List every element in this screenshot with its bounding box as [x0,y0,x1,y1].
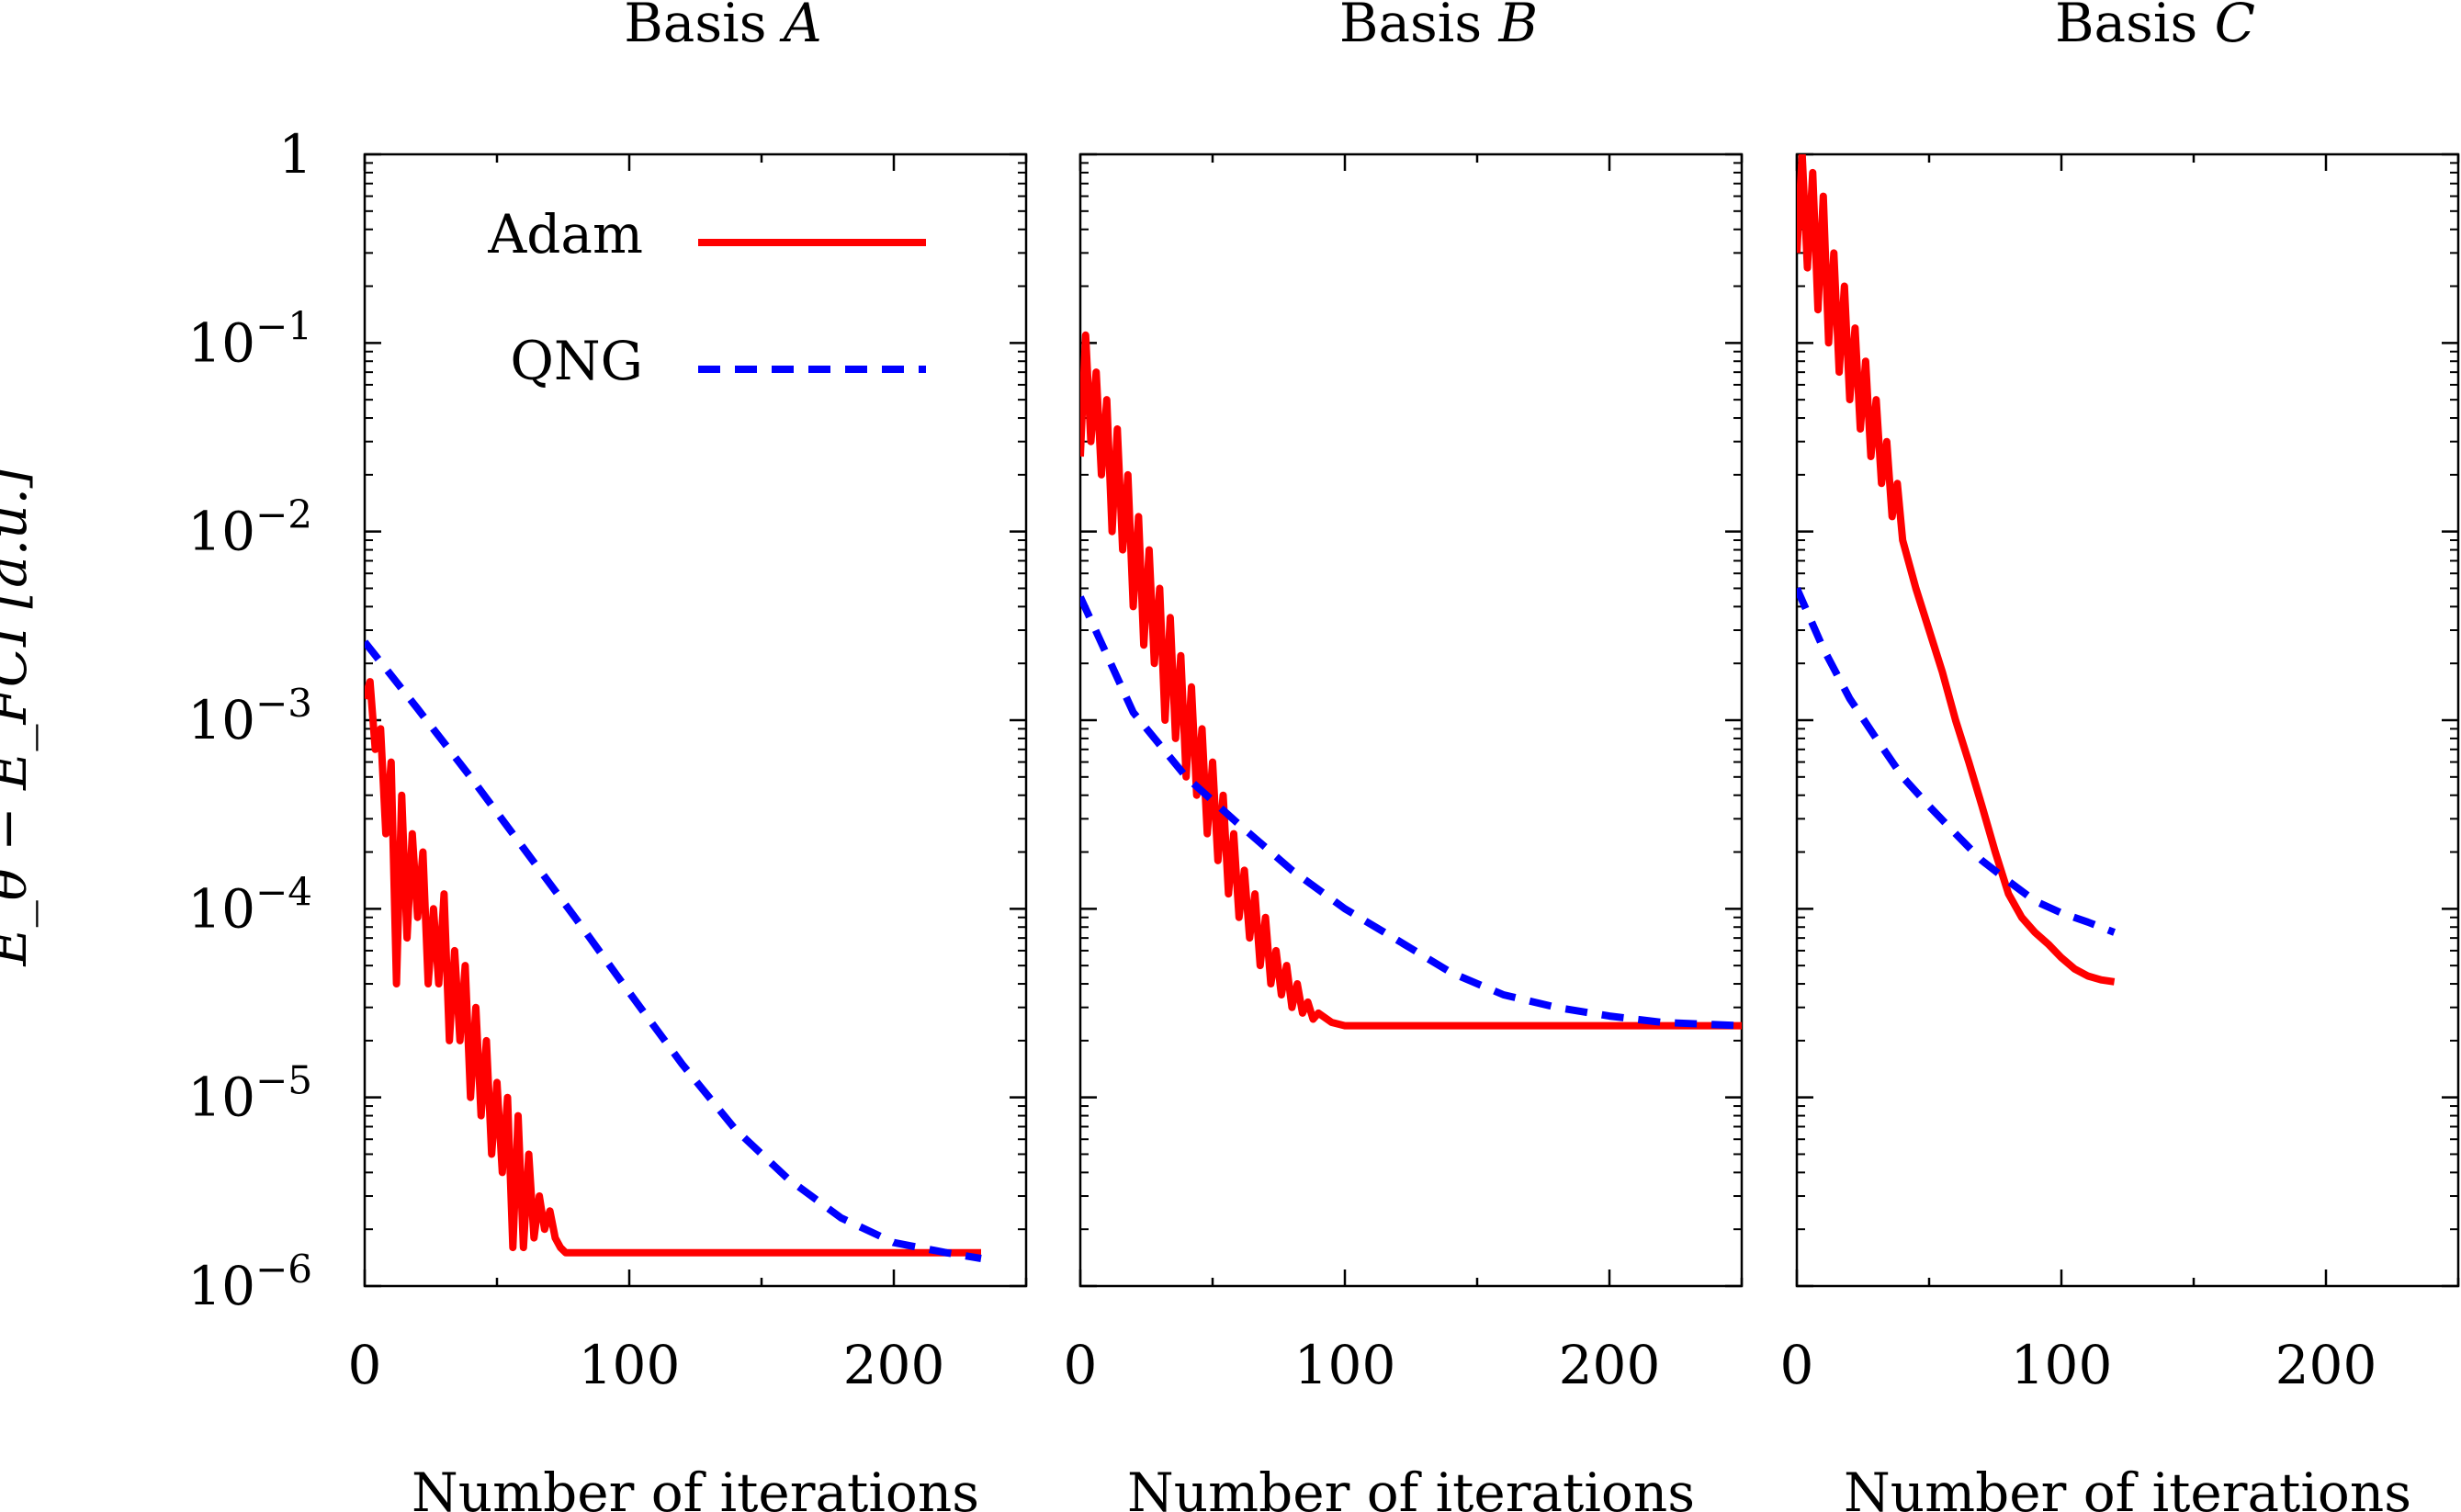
series-line-qng [1080,595,1742,1030]
y-tick-label: 10−4 [187,869,312,940]
x-tick-label: 100 [579,1334,681,1396]
x-axis-label: Number of iterations [412,1461,979,1512]
panel-title-prefix: Basis [624,0,784,54]
legend-label-qng: QNG [510,330,643,392]
y-tick-label: 1 [278,123,312,186]
y-tick-label: 10−2 [187,492,312,563]
panel-title-prefix: Basis [2055,0,2215,54]
legend-label-adam: Adam [487,203,643,265]
plot-frame [1795,152,2460,1288]
x-tick-label: 100 [1294,1334,1396,1396]
x-tick-label: 100 [2011,1334,2113,1396]
x-axis-label: Number of iterations [1844,1461,2411,1512]
y-tick-base: 10 [187,311,255,374]
x-axis-label: Number of iterations [1127,1461,1695,1512]
panel-title-variable: A [779,0,822,54]
y-tick-label: 10−1 [187,303,312,374]
panel-3: 0 100 200 Number of iterations Basis C [1780,0,2460,1512]
y-axis-label-text: E_θ − E_FCI [a.u.] [0,467,39,966]
series-line-adam [365,678,981,1257]
y-tick-exponent: −1 [255,303,312,348]
x-tick-label: 200 [1559,1334,1661,1396]
plot-frame [363,152,1028,1288]
y-tick-exponent: −3 [255,681,312,726]
y-tick-base: 10 [187,689,255,751]
y-tick-base: 10 [187,1066,255,1129]
series-line-adam [1797,154,2116,986]
panel-title-variable: C [2215,0,2255,54]
series-line-adam [1080,331,1742,1030]
panel-2: 0 100 200 Number of iterations Basis B [1064,0,1744,1512]
y-axis-label: E_θ − E_FCI [a.u.] [0,467,39,965]
y-tick-base: 10 [187,501,255,563]
series-line-qng [1797,586,2117,936]
panel-title: Basis A [624,0,822,54]
panel-title: Basis C [2055,0,2255,54]
y-tick-exponent: −6 [255,1247,312,1292]
panel-title-prefix: Basis [1339,0,1499,54]
y-tick-base: 1 [278,123,312,186]
x-tick-label: 0 [348,1334,382,1396]
panel-title-variable: B [1498,0,1539,54]
y-tick-label: 10−6 [187,1247,312,1317]
y-tick-exponent: −2 [255,492,312,537]
panel-title: Basis B [1339,0,1538,54]
series-line-qng [365,639,982,1262]
y-tick-base: 10 [187,1255,255,1317]
x-tick-label: 0 [1064,1334,1098,1396]
legend: Adam QNG [487,203,926,392]
x-tick-label: 200 [843,1334,945,1396]
y-tick-exponent: −4 [255,869,312,914]
y-tick-exponent: −5 [255,1058,312,1103]
y-tick-base: 10 [187,877,255,940]
x-tick-label: 200 [2275,1334,2377,1396]
x-tick-label: 0 [1780,1334,1814,1396]
y-tick-label: 10−3 [187,681,312,751]
y-tick-label: 10−5 [187,1058,312,1129]
